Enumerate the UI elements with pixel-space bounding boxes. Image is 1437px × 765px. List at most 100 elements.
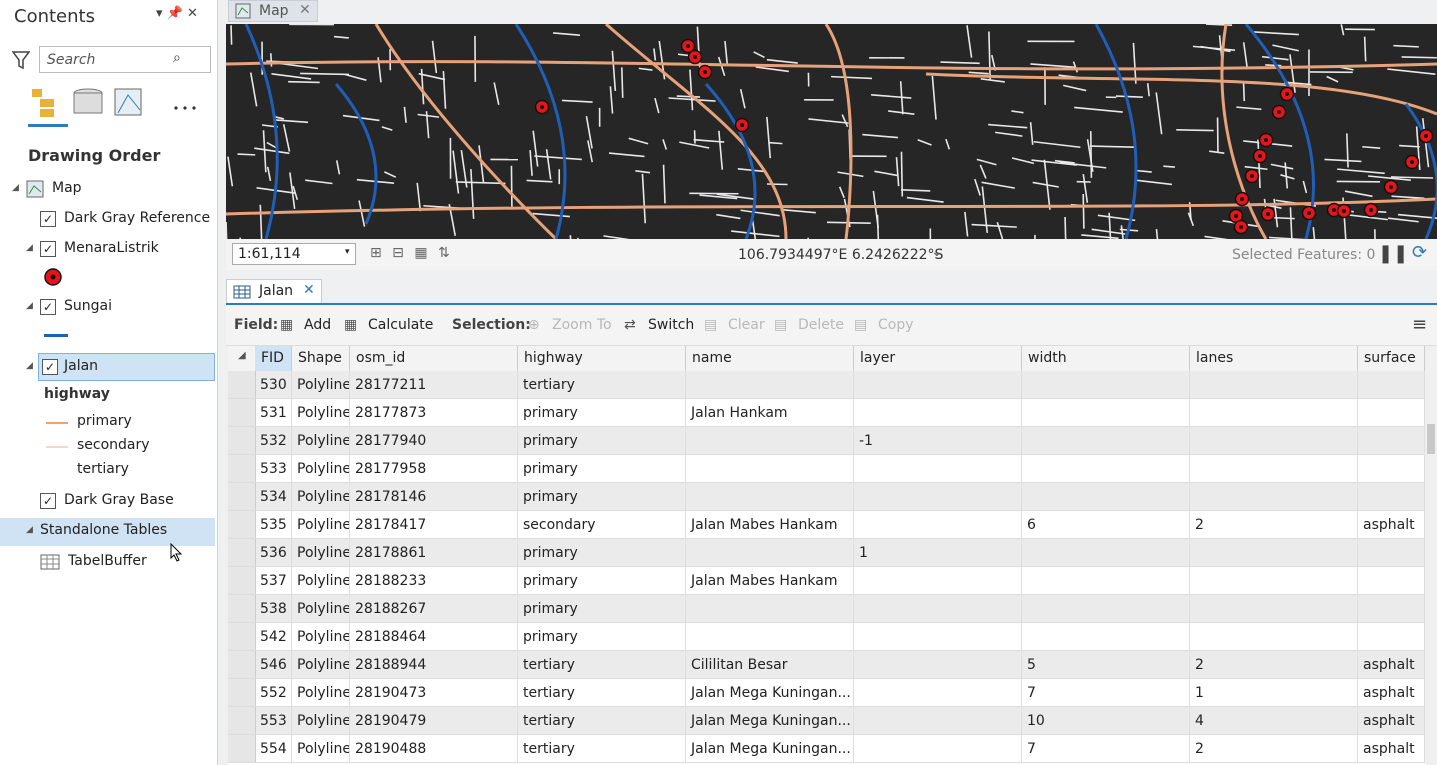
table-cell[interactable]: primary [518, 427, 686, 454]
table-cell[interactable] [854, 511, 1022, 538]
checkbox[interactable]: ✓ [40, 493, 56, 509]
table-cell[interactable] [1022, 623, 1190, 650]
column-header[interactable]: layer [854, 346, 1022, 371]
table-cell[interactable]: Jalan Mabes Hankam [686, 511, 854, 538]
column-header[interactable]: surface [1358, 346, 1425, 371]
table-cell[interactable]: 531 [255, 399, 292, 426]
table-cell[interactable]: secondary [518, 511, 686, 538]
table-cell[interactable]: 2 [1190, 511, 1358, 538]
scrollbar[interactable] [1425, 346, 1437, 765]
table-cell[interactable]: primary [518, 483, 686, 510]
table-cell[interactable] [686, 539, 854, 566]
table-cell[interactable] [1022, 595, 1190, 622]
table-cell[interactable]: 28177958 [350, 455, 518, 482]
close-tab[interactable]: ✕ [303, 282, 315, 298]
table-cell[interactable] [854, 735, 1022, 762]
table-cell[interactable] [854, 567, 1022, 594]
column-header[interactable]: osm_id [350, 346, 518, 371]
search-icon[interactable]: ⌕ [173, 50, 181, 66]
table-cell[interactable]: 532 [255, 427, 292, 454]
table-cell[interactable] [854, 371, 1022, 398]
table-cell[interactable]: 546 [255, 651, 292, 678]
table-cell[interactable]: 28190488 [350, 735, 518, 762]
table-cell[interactable]: 535 [255, 511, 292, 538]
node-name[interactable]: Standalone Tables [40, 522, 168, 538]
table-row[interactable] [228, 371, 1425, 399]
table-cell[interactable] [1190, 483, 1358, 510]
table-cell[interactable] [1022, 567, 1190, 594]
table-cell[interactable] [1190, 539, 1358, 566]
table-cell[interactable]: primary [518, 539, 686, 566]
map-tools[interactable]: ⊞ ⊟ ▦ ⇅ [370, 245, 453, 261]
table-cell[interactable]: 542 [255, 623, 292, 650]
table-cell[interactable]: 534 [255, 483, 292, 510]
table-cell[interactable] [1358, 595, 1425, 622]
table-row[interactable] [228, 427, 1425, 455]
table-name[interactable]: TabelBuffer [68, 553, 147, 569]
table-cell[interactable] [854, 651, 1022, 678]
copy-button[interactable]: Copy [878, 317, 914, 333]
table-cell[interactable]: 28177211 [350, 371, 518, 398]
switch-button[interactable]: Switch [648, 317, 695, 333]
table-cell[interactable]: primary [518, 455, 686, 482]
table-cell[interactable] [686, 455, 854, 482]
layer-name[interactable]: Jalan [64, 358, 99, 374]
table-cell[interactable]: tertiary [518, 707, 686, 734]
table-cell[interactable]: asphalt [1358, 735, 1425, 762]
refresh-button[interactable]: ⟳ [1412, 242, 1428, 263]
table-cell[interactable]: Polyline [292, 399, 350, 426]
layer-name[interactable]: Dark Gray Base [64, 492, 174, 508]
map-canvas[interactable] [226, 24, 1437, 239]
checkbox[interactable]: ✓ [40, 211, 56, 227]
table-cell[interactable]: asphalt [1358, 679, 1425, 706]
table-cell[interactable]: asphalt [1358, 511, 1425, 538]
table-cell[interactable]: tertiary [518, 371, 686, 398]
column-header[interactable]: highway [518, 346, 686, 371]
table-cell[interactable]: Jalan Mega Kuningan... [686, 735, 854, 762]
table-cell[interactable] [854, 707, 1022, 734]
scale-box[interactable]: 1:61,114 ▾ [232, 243, 356, 265]
table-cell[interactable] [1358, 399, 1425, 426]
column-header[interactable]: lanes [1190, 346, 1358, 371]
table-cell[interactable] [686, 595, 854, 622]
checkbox[interactable]: ✓ [40, 299, 56, 315]
table-cell[interactable]: 28190473 [350, 679, 518, 706]
map-tab[interactable]: Map ✕ [228, 0, 318, 22]
table-cell[interactable]: primary [518, 399, 686, 426]
table-row[interactable] [228, 679, 1425, 707]
table-cell[interactable]: Polyline [292, 735, 350, 762]
close-tab[interactable]: ✕ [299, 2, 311, 18]
table-cell[interactable] [854, 399, 1022, 426]
table-cell[interactable] [854, 595, 1022, 622]
table-cell[interactable]: -1 [854, 427, 1022, 454]
column-header[interactable]: name [686, 346, 854, 371]
zoom-to-button[interactable]: Zoom To [552, 317, 612, 333]
table-cell[interactable]: 1 [854, 539, 1022, 566]
table-cell[interactable]: 28188233 [350, 567, 518, 594]
table-cell[interactable]: 28177873 [350, 399, 518, 426]
table-cell[interactable]: Jalan Mabes Hankam [686, 567, 854, 594]
table-cell[interactable]: 28177940 [350, 427, 518, 454]
table-tab[interactable]: Jalan ✕ [226, 279, 322, 304]
table-cell[interactable] [1022, 399, 1190, 426]
table-cell[interactable]: Polyline [292, 427, 350, 454]
table-cell[interactable] [1190, 371, 1358, 398]
table-cell[interactable]: 533 [255, 455, 292, 482]
table-cell[interactable]: 1 [1190, 679, 1358, 706]
table-cell[interactable] [686, 371, 854, 398]
table-cell[interactable]: Polyline [292, 651, 350, 678]
table-row[interactable] [228, 567, 1425, 595]
table-row[interactable] [228, 511, 1425, 539]
table-cell[interactable] [686, 623, 854, 650]
table-cell[interactable]: Cililitan Besar [686, 651, 854, 678]
table-cell[interactable]: 537 [255, 567, 292, 594]
table-cell[interactable]: 28178861 [350, 539, 518, 566]
table-cell[interactable] [1358, 371, 1425, 398]
table-cell[interactable]: 2 [1190, 735, 1358, 762]
table-cell[interactable] [1022, 371, 1190, 398]
table-cell[interactable] [1022, 455, 1190, 482]
table-cell[interactable] [1190, 595, 1358, 622]
table-cell[interactable]: 2 [1190, 651, 1358, 678]
checkbox[interactable]: ✓ [40, 241, 56, 257]
table-cell[interactable]: 538 [255, 595, 292, 622]
